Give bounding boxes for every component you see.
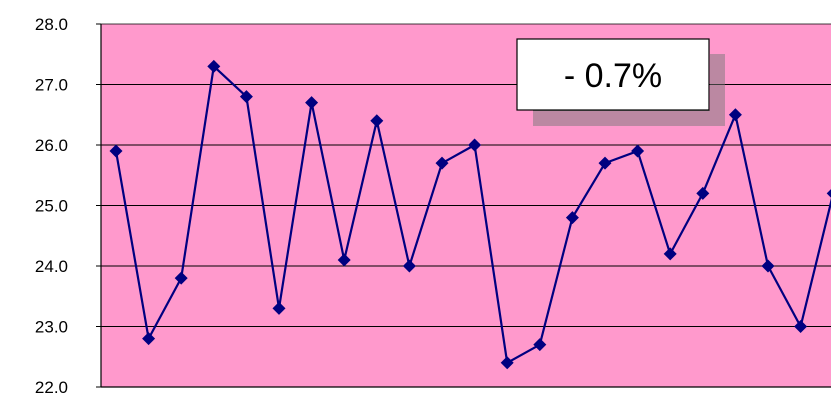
data-point-marker [142,332,156,346]
data-point-marker [468,138,482,152]
y-tick-label: 27.0 [35,76,68,95]
y-tick-label: 28.0 [35,15,68,34]
series-group [109,59,831,370]
data-point-marker [794,320,808,333]
data-point-marker [761,259,775,273]
data-point-marker [239,90,253,104]
data-point-marker [174,271,188,285]
data-point-marker [826,189,831,198]
y-tick-label: 24.0 [35,257,68,276]
annotation-frame [516,38,710,111]
data-point-marker [402,259,416,273]
data-point-marker [435,156,449,170]
data-point-marker [272,301,286,315]
data-point-marker [337,253,351,267]
y-tick-label: 22.0 [35,378,68,397]
y-tick-label: 23.0 [35,318,68,337]
annotation-box: - 0.7% [516,38,725,126]
y-tick-label: 25.0 [35,197,68,216]
data-point-marker [370,114,384,128]
data-point-marker [663,247,677,261]
data-point-marker [533,338,547,352]
y-axis-ticks: 22.0 23.0 24.0 25.0 26.0 27.0 28.0 [35,15,68,397]
data-point-marker [696,186,710,200]
data-point-marker [565,211,579,225]
data-point-marker [631,144,645,158]
data-point-marker [109,144,123,158]
annotation-shadow [533,54,725,126]
data-point-marker [305,96,319,110]
gridlines [101,84,831,327]
data-point-marker [207,59,221,73]
y-tick-label: 26.0 [35,136,68,155]
data-point-marker [500,356,514,370]
annotation-label: - 0.7% [564,57,662,95]
data-point-marker [598,156,612,170]
data-point-marker [728,108,742,122]
axes [96,23,831,388]
